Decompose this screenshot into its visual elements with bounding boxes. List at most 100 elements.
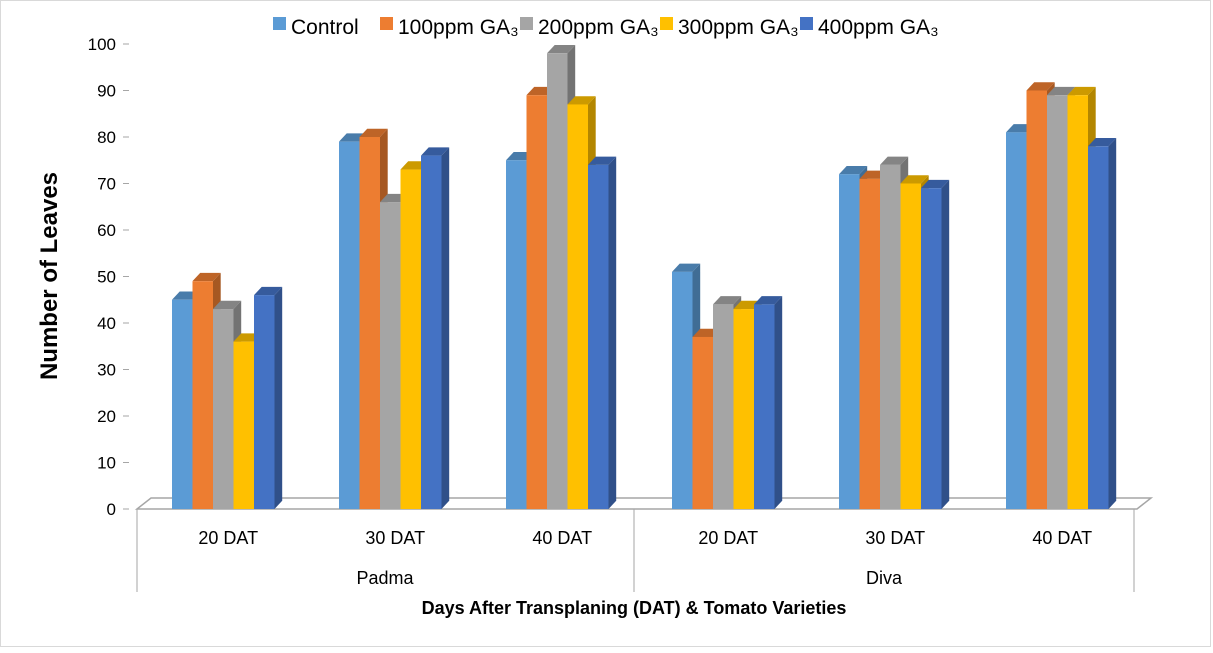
y-tick-label: 10 <box>97 454 116 473</box>
bar-top <box>1026 82 1055 91</box>
bar-front <box>900 183 921 509</box>
bar-front <box>1006 132 1027 509</box>
y-tick-label: 90 <box>97 82 116 101</box>
y-axis-title: Number of Leaves <box>36 172 63 380</box>
bar-top <box>359 128 388 137</box>
legend: Control 100ppm GA₃ 200ppm GA₃ 300ppm GA₃ 400… <box>273 16 939 39</box>
chart-floor <box>134 497 1154 510</box>
x-tick-label: 40 DAT <box>1032 528 1092 548</box>
bar-top <box>1047 86 1076 96</box>
bar-front <box>233 341 254 509</box>
bar-top <box>1088 138 1117 147</box>
bar <box>1088 138 1117 510</box>
legend-label: Control <box>291 16 359 39</box>
bar-front <box>839 174 860 509</box>
bar-front <box>359 137 380 509</box>
bar-side <box>441 147 450 509</box>
bar <box>921 179 950 509</box>
bar-front <box>339 141 360 509</box>
legend-swatch <box>380 17 393 30</box>
bar <box>254 286 283 509</box>
y-tick-label: 30 <box>97 361 116 380</box>
bar-top <box>921 179 950 189</box>
bar-front <box>859 178 880 509</box>
bar-front <box>506 160 527 509</box>
x-group-label: Diva <box>866 568 903 588</box>
bar-side <box>941 179 950 509</box>
bar-top <box>547 45 576 54</box>
bar-top <box>213 300 242 310</box>
x-group-label: Padma <box>356 568 414 588</box>
x-axis: 20 DAT 30 DAT 40 DAT 20 DAT 30 DAT 40 DAT Padm… <box>136 509 1135 592</box>
y-tick-label: 70 <box>97 175 116 194</box>
bar <box>754 296 783 509</box>
legend-label: 100ppm GA₃ <box>398 16 519 39</box>
bar-front <box>254 295 275 509</box>
x-tick-label: 40 DAT <box>532 528 592 548</box>
bar-side <box>1108 138 1117 510</box>
x-tick-label: 20 DAT <box>698 528 758 548</box>
bar-top <box>713 296 742 305</box>
legend-swatch <box>660 17 673 30</box>
bar-front <box>421 155 442 509</box>
bar-top <box>672 263 701 272</box>
bar-front <box>713 304 734 509</box>
bar-side <box>774 296 783 509</box>
bar-front <box>1026 90 1047 509</box>
bar-front <box>192 281 213 509</box>
bar-top <box>254 286 283 296</box>
legend-label: 300ppm GA₃ <box>678 16 799 39</box>
bar-front <box>921 188 942 509</box>
bar-front <box>526 95 547 510</box>
bar-top <box>754 296 783 305</box>
bar-side <box>274 286 283 509</box>
bar-top <box>567 96 596 105</box>
legend-label: 200ppm GA₃ <box>538 16 659 39</box>
bar-top <box>839 165 868 175</box>
legend-swatch <box>520 17 533 30</box>
legend-label: 400ppm GA₃ <box>818 16 939 39</box>
y-tick-label: 40 <box>97 314 116 333</box>
bar-side <box>608 156 617 509</box>
bar-top <box>1067 86 1096 96</box>
y-tick-label: 20 <box>97 407 116 426</box>
bar-front <box>400 169 421 510</box>
bar-front <box>588 164 609 509</box>
bar-top <box>880 156 909 165</box>
x-tick-label: 30 DAT <box>365 528 425 548</box>
y-tick-label: 100 <box>88 35 116 54</box>
legend-swatch <box>800 17 813 30</box>
x-axis-title: Days After Transplaning (DAT) & Tomato V… <box>422 598 847 618</box>
x-tick-label: 20 DAT <box>198 528 258 548</box>
bar-front <box>567 104 588 509</box>
bar <box>588 156 617 509</box>
bar-front <box>754 304 775 509</box>
y-tick-label: 60 <box>97 221 116 240</box>
bar-front <box>692 336 713 509</box>
y-tick-label: 50 <box>97 268 116 287</box>
bar-top <box>192 272 221 282</box>
y-tick-label: 80 <box>97 128 116 147</box>
bar-front <box>1067 95 1088 510</box>
bar-front <box>213 309 234 509</box>
bar-front <box>172 299 193 509</box>
bar-top <box>900 175 929 184</box>
bar-front <box>880 164 901 509</box>
x-tick-label: 30 DAT <box>865 528 925 548</box>
bar-front <box>733 309 754 509</box>
bar-front <box>672 271 693 509</box>
bar-front <box>547 53 568 510</box>
bar <box>421 147 450 509</box>
bar-front <box>1047 95 1068 510</box>
bar-front <box>1088 146 1109 510</box>
y-tick-label: 0 <box>107 500 116 519</box>
y-axis: 0 10 20 30 40 50 60 70 80 90 100 <box>88 35 129 519</box>
bar-front <box>380 202 401 509</box>
bar-top <box>588 156 617 165</box>
bars <box>172 45 1117 510</box>
bar-top <box>421 147 450 156</box>
legend-swatch <box>273 17 286 30</box>
floor-plane <box>134 497 1154 510</box>
